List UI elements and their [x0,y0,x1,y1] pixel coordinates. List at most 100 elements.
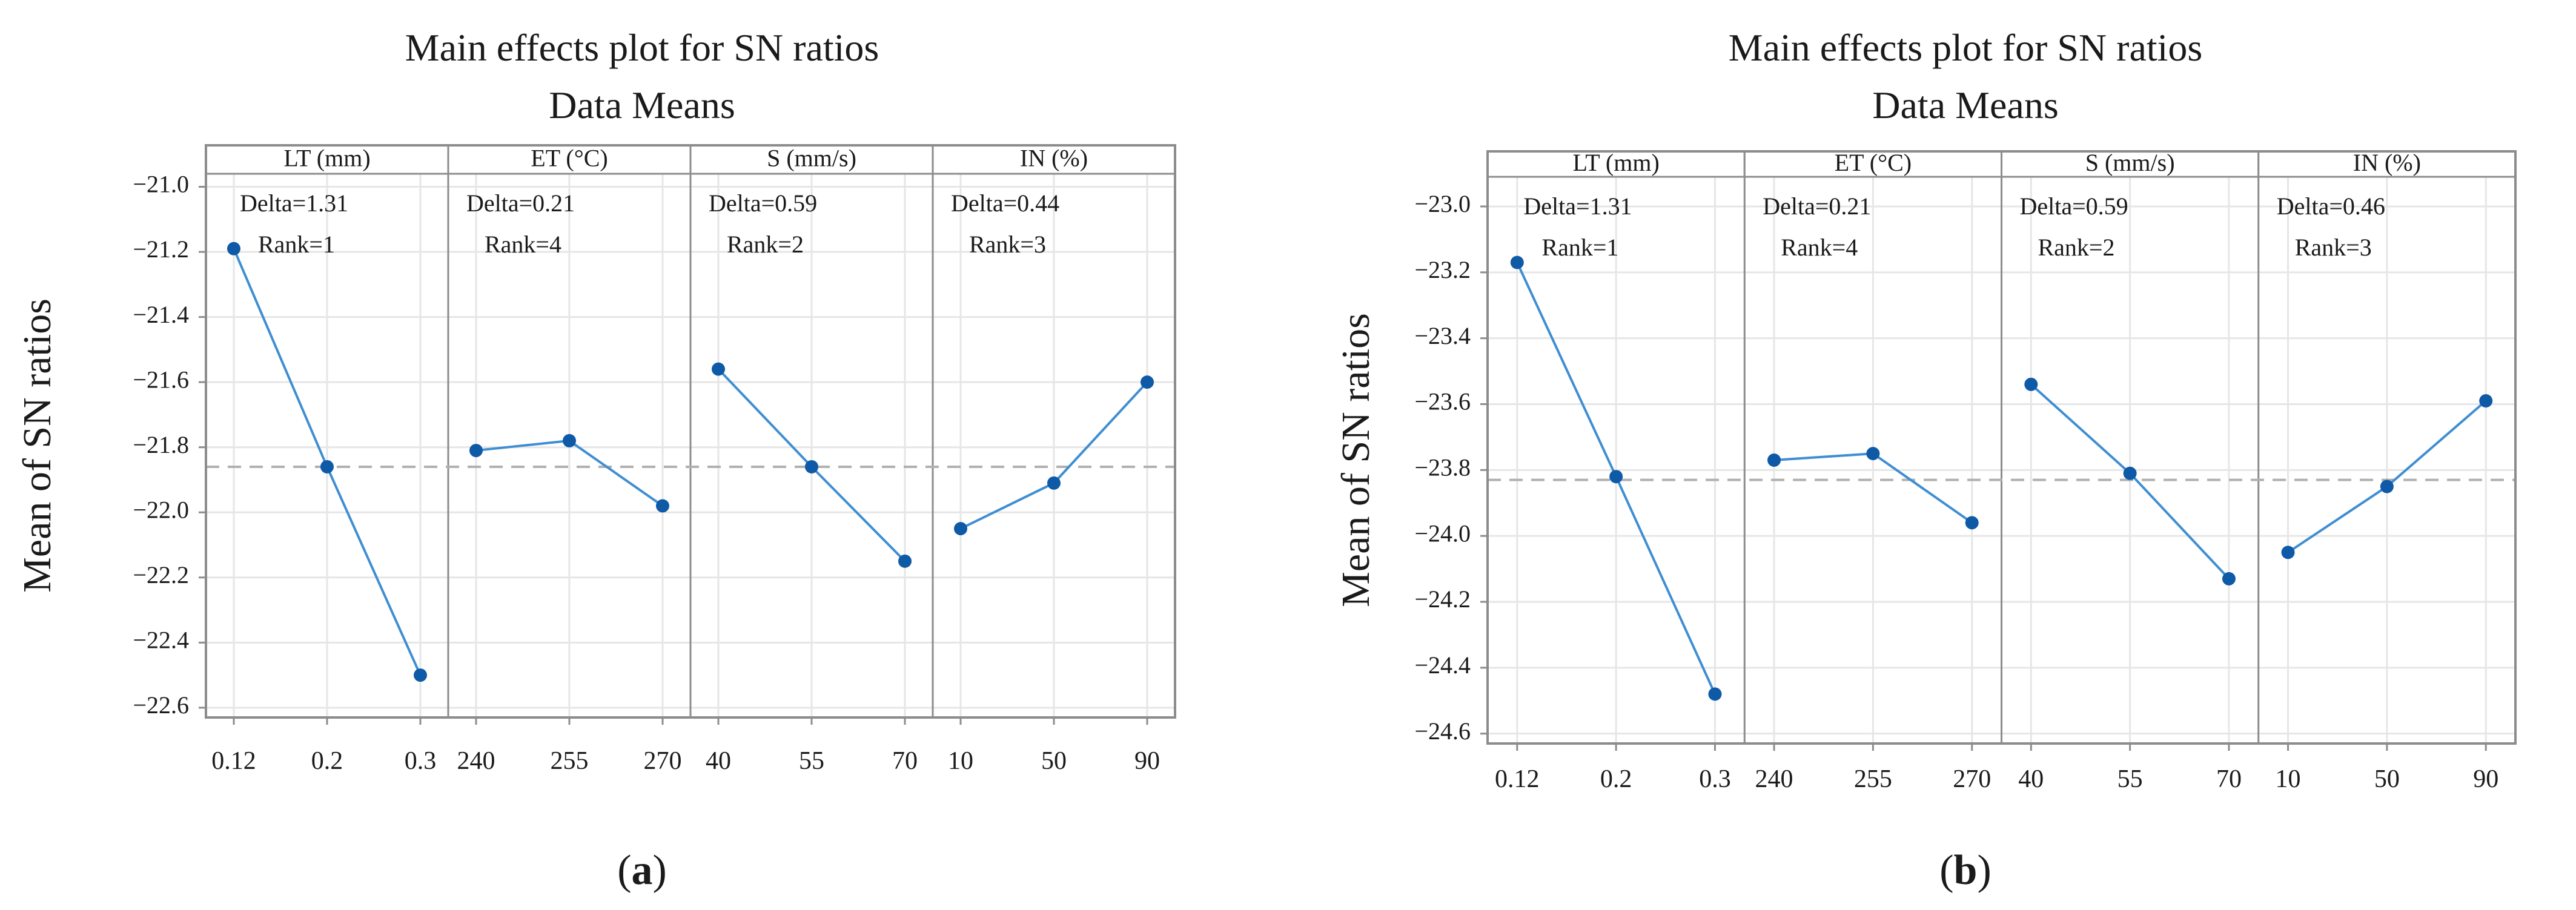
y-axis-label: Mean of SN ratios [15,298,59,593]
x-tick-label: 50 [1041,747,1067,775]
x-tick-label: 90 [2473,765,2498,793]
data-point [2222,572,2236,585]
factor-header [932,144,1176,175]
factor-name: S (mm/s) [2085,149,2175,176]
plot-frame [205,144,1176,719]
rank-annotation: Rank=3 [2295,234,2372,261]
rank-annotation: Rank=1 [1541,234,1618,261]
chart-subtitle: Data Means [1872,84,2058,127]
data-point [227,242,240,256]
data-point [898,554,912,568]
data-point [954,522,967,536]
data-point [414,668,427,682]
data-point [1965,516,1979,530]
rank-annotation: Rank=3 [969,231,1046,258]
delta-annotation: Delta=0.21 [466,190,575,217]
y-tick-label: −22.2 [133,561,189,589]
data-point [1767,453,1781,467]
x-tick-label: 0.2 [311,747,343,775]
x-tick-label: 90 [1134,747,1160,775]
data-point [563,434,576,447]
y-tick-label: −24.4 [1414,651,1471,679]
factor-header [2001,150,2260,178]
y-tick-label: −23.2 [1414,256,1471,283]
x-tick-label: 70 [892,747,918,775]
delta-annotation: Delta=0.46 [2277,193,2385,220]
y-tick-label: −22.6 [133,691,189,719]
data-point [2479,394,2493,408]
x-tick-label: 240 [457,747,495,775]
data-point [1609,470,1623,484]
factor-name: LT (mm) [1572,149,1659,176]
data-point [1141,375,1154,389]
delta-annotation: Delta=0.59 [709,190,817,217]
panel-label: (b) [1939,847,1992,894]
y-tick-label: −24.2 [1414,585,1471,613]
x-tick-label: 255 [1854,765,1892,793]
x-tick-label: 40 [706,747,731,775]
data-point [1510,256,1524,269]
data-point [656,499,669,513]
factor-name: IN (%) [1020,145,1088,172]
data-point [320,460,334,473]
data-point [2281,546,2295,559]
x-tick-label: 10 [948,747,973,775]
chart-title: Main effects plot for SN ratios [1729,26,2203,69]
y-tick-label: −21.6 [133,366,189,393]
chart-title: Main effects plot for SN ratios [405,26,879,69]
chart-subtitle: Data Means [549,84,735,127]
x-tick-label: 270 [1953,765,1991,793]
delta-annotation: Delta=0.59 [2020,193,2128,220]
data-point [1866,447,1880,461]
y-axis-label: Mean of SN ratios [1334,313,1378,607]
x-tick-label: 0.12 [1495,765,1540,793]
rank-annotation: Rank=4 [485,231,561,258]
y-tick-label: −21.8 [133,431,189,458]
y-tick-label: −23.4 [1414,322,1471,349]
x-tick-label: 0.3 [405,747,437,775]
factor-header [205,144,449,175]
rank-annotation: Rank=4 [1781,234,1858,261]
y-tick-label: −22.4 [133,626,189,653]
factor-name: ET (°C) [531,145,608,172]
y-tick-label: −23.6 [1414,388,1471,415]
delta-annotation: Delta=1.31 [1523,193,1632,220]
x-tick-label: 0.12 [211,747,256,775]
data-point [805,460,818,473]
x-tick-label: 55 [2117,765,2143,793]
x-tick-label: 10 [2276,765,2301,793]
data-point [2380,480,2394,493]
factor-name: LT (mm) [283,145,370,172]
factor-name: IN (%) [2353,149,2421,176]
rank-annotation: Rank=2 [2038,234,2115,261]
y-tick-label: −22.0 [133,496,189,523]
x-tick-label: 0.2 [1600,765,1632,793]
data-point [1047,476,1061,490]
y-tick-label: −23.8 [1414,453,1471,481]
rank-annotation: Rank=1 [258,231,335,258]
delta-annotation: Delta=0.21 [1763,193,1871,220]
y-tick-label: −21.2 [133,236,189,263]
x-tick-label: 240 [1755,765,1793,793]
x-tick-label: 255 [551,747,589,775]
data-point [712,362,725,376]
x-tick-label: 0.3 [1699,765,1731,793]
data-point [469,444,483,458]
y-tick-label: −23.0 [1414,190,1471,217]
y-tick-label: −21.4 [133,301,189,328]
x-tick-label: 70 [2216,765,2242,793]
rank-annotation: Rank=2 [727,231,804,258]
data-point [2123,466,2137,480]
x-tick-label: 40 [2018,765,2044,793]
x-tick-label: 55 [799,747,824,775]
data-point [1708,687,1722,701]
x-tick-label: 270 [644,747,682,775]
data-point [2024,377,2038,391]
delta-annotation: Delta=0.44 [951,190,1059,217]
factor-name: ET (°C) [1835,149,1912,176]
factor-name: S (mm/s) [767,145,856,172]
y-tick-label: −21.0 [133,171,189,198]
y-tick-label: −24.0 [1414,519,1471,547]
delta-annotation: Delta=1.31 [240,190,348,217]
